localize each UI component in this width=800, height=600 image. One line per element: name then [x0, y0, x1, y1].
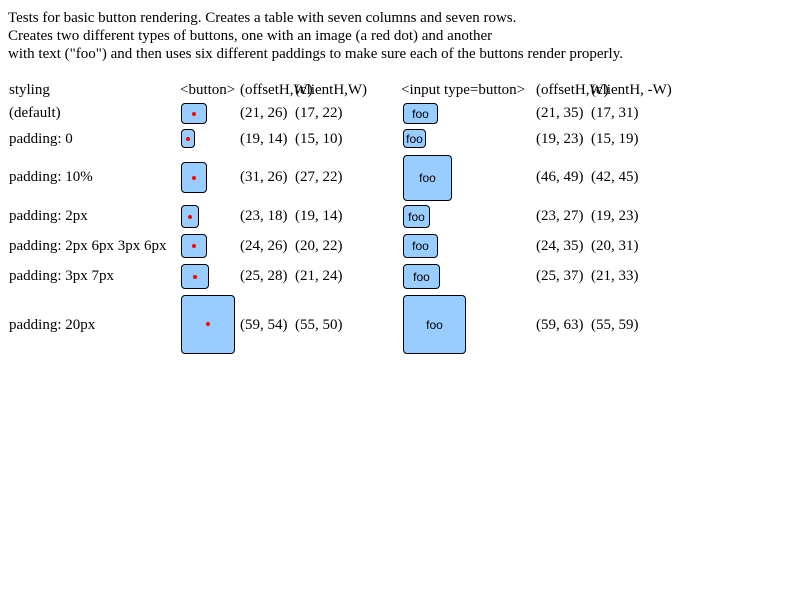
red-dot-icon	[206, 322, 210, 326]
table-row: (default) (21, 26) (17, 22) foo (21, 35)…	[8, 103, 768, 124]
red-dot-icon	[192, 112, 196, 116]
red-dot-icon	[192, 244, 196, 248]
button-client-value: (55, 50)	[295, 317, 343, 333]
red-dot-icon	[192, 176, 196, 180]
table-row: padding: 0 (19, 14) (15, 10) foo (19, 23…	[8, 129, 768, 148]
image-button[interactable]	[181, 295, 235, 354]
input-client-value: (55, 59)	[591, 317, 639, 333]
header-styling: styling	[9, 82, 50, 98]
image-button[interactable]	[181, 234, 207, 258]
red-dot-icon	[186, 137, 190, 141]
row-style-label: padding: 2px 6px 3px 6px	[9, 238, 167, 254]
image-button[interactable]	[181, 103, 207, 124]
image-button[interactable]	[181, 162, 207, 193]
row-style-label: padding: 3px 7px	[9, 268, 114, 284]
intro-line-3: with text ("foo") and then uses six diff…	[8, 46, 623, 62]
image-button[interactable]	[181, 129, 195, 148]
table-row: padding: 10% (31, 26) (27, 22) foo (46, …	[8, 155, 768, 201]
button-client-value: (20, 22)	[295, 238, 343, 254]
input-client-value: (21, 33)	[591, 268, 639, 284]
button-offset-value: (19, 14)	[240, 131, 288, 147]
input-offset-value: (24, 35)	[536, 238, 584, 254]
button-offset-value: (25, 28)	[240, 268, 288, 284]
header-client-1: (clientH,W)	[295, 82, 368, 98]
foo-input-button[interactable]: foo	[403, 129, 426, 148]
row-style-label: padding: 0	[9, 131, 73, 147]
row-style-label: padding: 2px	[9, 208, 88, 224]
header-offset-1: (offsetH,W)	[240, 82, 313, 98]
button-offset-value: (31, 26)	[240, 169, 288, 185]
input-offset-value: (19, 23)	[536, 131, 584, 147]
table-row: padding: 20px (59, 54) (55, 50) foo (59,…	[8, 295, 768, 354]
row-style-label: padding: 20px	[9, 317, 96, 333]
header-button: <button>	[180, 82, 236, 98]
foo-input-button[interactable]: foo	[403, 205, 430, 228]
table-row: padding: 2px 6px 3px 6px (24, 26) (20, 2…	[8, 234, 768, 258]
input-client-value: (20, 31)	[591, 238, 639, 254]
foo-input-button[interactable]: foo	[403, 264, 440, 289]
button-client-value: (19, 14)	[295, 208, 343, 224]
red-dot-icon	[188, 215, 192, 219]
input-client-value: (42, 45)	[591, 169, 639, 185]
table-row: padding: 2px (23, 18) (19, 14) foo (23, …	[8, 205, 768, 228]
input-client-value: (15, 19)	[591, 131, 639, 147]
button-offset-value: (24, 26)	[240, 238, 288, 254]
header-input: <input type=button>	[401, 82, 526, 98]
button-offset-value: (23, 18)	[240, 208, 288, 224]
foo-input-button[interactable]: foo	[403, 295, 466, 354]
foo-input-button[interactable]: foo	[403, 155, 452, 201]
button-client-value: (27, 22)	[295, 169, 343, 185]
foo-input-button[interactable]: foo	[403, 103, 438, 124]
input-offset-value: (21, 35)	[536, 105, 584, 121]
input-client-value: (17, 31)	[591, 105, 639, 121]
input-offset-value: (23, 27)	[536, 208, 584, 224]
button-client-value: (15, 10)	[295, 131, 343, 147]
row-style-label: padding: 10%	[9, 169, 93, 185]
table-header-row: styling <button> (offsetH,W) (clientH,W)…	[8, 81, 768, 99]
button-offset-value: (21, 26)	[240, 105, 288, 121]
input-offset-value: (46, 49)	[536, 169, 584, 185]
image-button[interactable]	[181, 205, 199, 228]
intro-line-2: Creates two different types of buttons, …	[8, 28, 493, 44]
button-offset-value: (59, 54)	[240, 317, 288, 333]
intro-line-1: Tests for basic button rendering. Create…	[8, 10, 517, 26]
header-client-2: (clientH, -W)	[591, 82, 672, 98]
foo-input-button[interactable]: foo	[403, 234, 438, 258]
input-client-value: (19, 23)	[591, 208, 639, 224]
button-client-value: (21, 24)	[295, 268, 343, 284]
table-row: padding: 3px 7px (25, 28) (21, 24) foo (…	[8, 264, 768, 289]
input-offset-value: (59, 63)	[536, 317, 584, 333]
intro-text: Tests for basic button rendering. Create…	[8, 9, 788, 63]
red-dot-icon	[193, 275, 197, 279]
input-offset-value: (25, 37)	[536, 268, 584, 284]
row-style-label: (default)	[9, 105, 61, 121]
header-offset-2: (offsetH,W)	[536, 82, 609, 98]
image-button[interactable]	[181, 264, 209, 289]
button-client-value: (17, 22)	[295, 105, 343, 121]
